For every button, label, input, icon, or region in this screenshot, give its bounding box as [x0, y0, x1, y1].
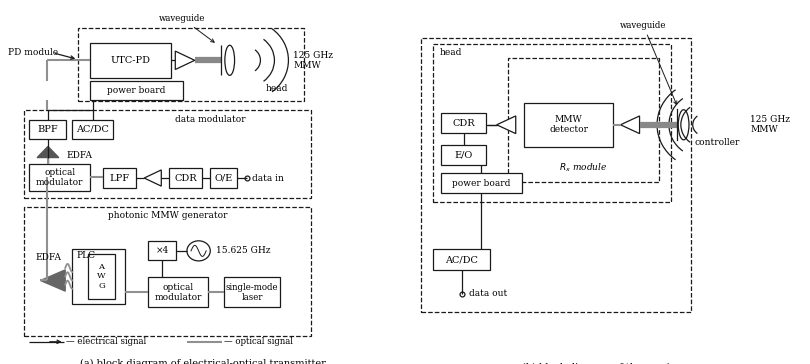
Bar: [90, 81, 183, 100]
Text: ×4: ×4: [156, 246, 168, 256]
Bar: [441, 145, 486, 165]
Bar: [211, 168, 237, 188]
Bar: [433, 44, 671, 202]
Text: data in: data in: [252, 174, 284, 182]
Bar: [524, 103, 613, 147]
Bar: [72, 249, 125, 304]
Text: power board: power board: [452, 179, 510, 188]
Polygon shape: [144, 170, 161, 186]
Text: power board: power board: [107, 86, 165, 95]
Text: optical
modulator: optical modulator: [36, 168, 83, 187]
Bar: [78, 28, 304, 101]
Text: PLC: PLC: [77, 252, 96, 260]
Text: waveguide: waveguide: [159, 14, 214, 42]
Text: data modulator: data modulator: [175, 115, 246, 124]
Bar: [23, 110, 311, 198]
Polygon shape: [620, 116, 640, 134]
Text: data out: data out: [470, 289, 508, 298]
Text: BPF: BPF: [37, 125, 58, 134]
Text: PD module: PD module: [8, 48, 58, 57]
Bar: [169, 168, 202, 188]
Text: EDFA: EDFA: [36, 253, 62, 262]
Text: head: head: [440, 48, 463, 58]
Text: UTC-PD: UTC-PD: [111, 56, 151, 65]
Bar: [29, 164, 90, 191]
Text: $R_x$ module: $R_x$ module: [560, 162, 608, 174]
Text: photonic MMW generator: photonic MMW generator: [108, 211, 228, 220]
Text: MMW
detector: MMW detector: [549, 115, 588, 134]
Polygon shape: [37, 146, 59, 158]
Bar: [148, 277, 208, 307]
Text: O/E: O/E: [215, 174, 233, 182]
Polygon shape: [40, 270, 66, 291]
Text: head: head: [266, 84, 288, 93]
Bar: [23, 207, 311, 336]
Bar: [104, 168, 136, 188]
Text: CDR: CDR: [452, 119, 475, 128]
Bar: [224, 277, 280, 307]
Ellipse shape: [225, 45, 235, 75]
Polygon shape: [497, 116, 516, 134]
Text: AC/DC: AC/DC: [446, 255, 478, 264]
Bar: [87, 254, 115, 299]
Bar: [148, 241, 176, 260]
Text: single-mode
laser: single-mode laser: [226, 282, 279, 302]
Circle shape: [187, 241, 211, 261]
Text: LPF: LPF: [110, 174, 130, 182]
Text: (b) block diagram of the receiver: (b) block diagram of the receiver: [522, 363, 685, 364]
Text: 125 GHz
MMW: 125 GHz MMW: [293, 51, 333, 70]
Text: A
W
G: A W G: [97, 263, 106, 289]
Text: EDFA: EDFA: [66, 151, 92, 161]
Bar: [72, 120, 113, 139]
Bar: [433, 249, 490, 270]
Text: CDR: CDR: [175, 174, 198, 182]
Text: 15.625 GHz: 15.625 GHz: [216, 246, 271, 256]
Bar: [441, 113, 486, 133]
Bar: [29, 120, 66, 139]
Bar: [441, 173, 522, 193]
Text: — electrical signal: — electrical signal: [66, 337, 147, 346]
Text: (a) block diagram of electrical-optical transmitter: (a) block diagram of electrical-optical …: [79, 359, 326, 364]
Text: 125 GHz
MMW: 125 GHz MMW: [750, 115, 791, 134]
Text: — optical signal: — optical signal: [224, 337, 293, 346]
Polygon shape: [175, 51, 194, 70]
Text: AC/DC: AC/DC: [76, 125, 109, 134]
Ellipse shape: [678, 110, 689, 140]
Text: optical
modulator: optical modulator: [155, 282, 202, 302]
Text: waveguide: waveguide: [620, 21, 677, 104]
Text: E/O: E/O: [454, 150, 473, 159]
Bar: [90, 43, 172, 78]
Bar: [421, 38, 691, 312]
Text: controller: controller: [695, 138, 740, 147]
Bar: [508, 58, 659, 182]
